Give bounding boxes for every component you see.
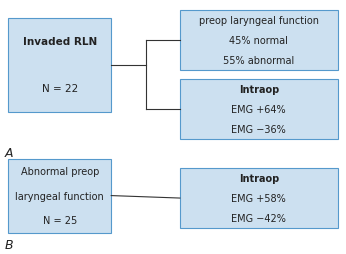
FancyBboxPatch shape <box>180 11 338 70</box>
Text: A: A <box>5 147 13 160</box>
Text: Invaded RLN: Invaded RLN <box>22 37 97 47</box>
FancyBboxPatch shape <box>8 159 111 233</box>
Text: B: B <box>5 238 13 251</box>
Text: Abnormal preop: Abnormal preop <box>20 166 99 176</box>
Text: N = 25: N = 25 <box>43 215 77 225</box>
Text: preop laryngeal function: preop laryngeal function <box>199 16 319 26</box>
FancyBboxPatch shape <box>180 80 338 139</box>
Text: laryngeal function: laryngeal function <box>15 191 104 201</box>
Text: 45% normal: 45% normal <box>229 36 288 46</box>
Text: EMG +64%: EMG +64% <box>231 105 286 115</box>
Text: EMG −42%: EMG −42% <box>231 213 286 223</box>
FancyBboxPatch shape <box>8 19 111 112</box>
Text: Intraop: Intraop <box>239 173 279 184</box>
Text: 55% abnormal: 55% abnormal <box>223 55 294 66</box>
FancyBboxPatch shape <box>180 169 338 228</box>
Text: EMG −36%: EMG −36% <box>231 124 286 134</box>
Text: N = 22: N = 22 <box>42 84 78 94</box>
Text: EMG +58%: EMG +58% <box>231 193 286 203</box>
Text: Intraop: Intraop <box>239 85 279 95</box>
